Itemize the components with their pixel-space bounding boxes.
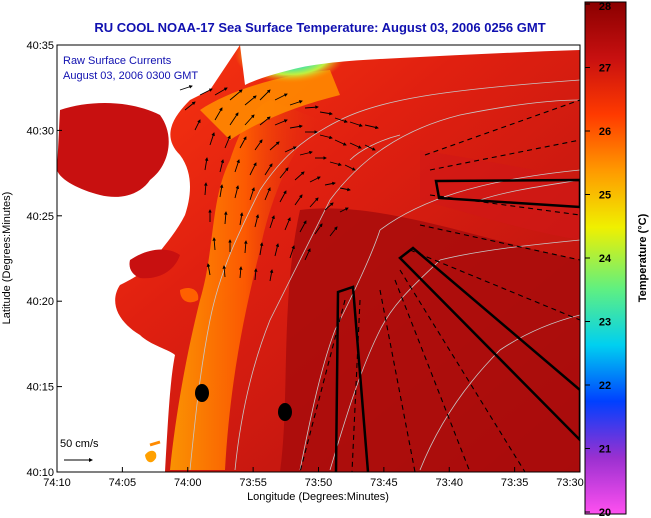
colorbar-tick-label: 26 xyxy=(599,126,611,138)
land-long-island xyxy=(240,45,580,85)
overlay-line-2: August 03, 2006 0300 GMT xyxy=(63,70,198,82)
colorbar xyxy=(584,1,627,515)
colorbar-tick-label: 28 xyxy=(599,1,611,13)
bathymetry-contours xyxy=(189,79,580,471)
coastal-upwelling xyxy=(170,100,320,470)
map-title: RU COOL NOAA-17 Sea Surface Temperature:… xyxy=(94,20,546,35)
mooring-dot-2 xyxy=(278,403,292,421)
colorbar-tick-label: 23 xyxy=(599,317,611,329)
mooring-dot-1 xyxy=(195,384,209,402)
y-axis: 40:35 40:30 40:25 40:20 40:15 40:10 xyxy=(26,40,62,479)
overlay-line-1: Raw Surface Currents xyxy=(63,55,172,67)
y-tick-label: 40:30 xyxy=(26,125,54,137)
colorbar-ticks: 28 27 26 25 24 23 22 21 20 xyxy=(585,1,612,518)
colorbar-tick-label: 21 xyxy=(599,444,611,456)
x-tick-label: 73:55 xyxy=(239,477,267,489)
colorbar-tick-label: 25 xyxy=(599,190,611,202)
x-tick-label: 74:05 xyxy=(109,477,137,489)
radar-wedges xyxy=(334,178,580,472)
colorbar-tick-label: 27 xyxy=(599,63,611,75)
y-tick-label: 40:10 xyxy=(26,467,54,479)
x-tick-label: 73:40 xyxy=(435,477,463,489)
y-tick-label: 40:25 xyxy=(26,211,54,223)
colorbar-tick-label: 24 xyxy=(599,253,612,265)
x-tick-label: 74:10 xyxy=(43,477,71,489)
colorbar-tick-label: 20 xyxy=(599,507,611,518)
radial-dashed-lines xyxy=(299,99,580,472)
x-tick-label: 74:00 xyxy=(174,477,202,489)
y-tick-label: 40:15 xyxy=(26,382,54,394)
x-tick-label: 73:45 xyxy=(370,477,398,489)
land-cloud-patch xyxy=(57,103,169,197)
warm-core xyxy=(280,208,580,472)
y-tick-label: 40:35 xyxy=(26,40,54,52)
x-tick-label: 73:50 xyxy=(305,477,333,489)
surface-current-vectors xyxy=(179,85,379,282)
scale-label: 50 cm/s xyxy=(60,438,99,450)
y-tick-label: 40:20 xyxy=(26,296,54,308)
colorbar-tick-label: 22 xyxy=(599,380,611,392)
x-axis-title: Longitude (Degrees:Minutes) xyxy=(247,491,389,503)
y-axis-title: Latitude (Degrees:Minutes) xyxy=(1,192,13,325)
x-axis: 74:10 74:05 74:00 73:55 73:50 73:45 73:40 73:35… xyxy=(43,467,584,489)
x-tick-label: 73:30 xyxy=(556,477,584,489)
map-plot-area: Raw Surface Currents August 03, 2006 030… xyxy=(57,45,580,472)
x-tick-label: 73:35 xyxy=(501,477,529,489)
colorbar-label: Temperature (°C) xyxy=(637,213,649,302)
